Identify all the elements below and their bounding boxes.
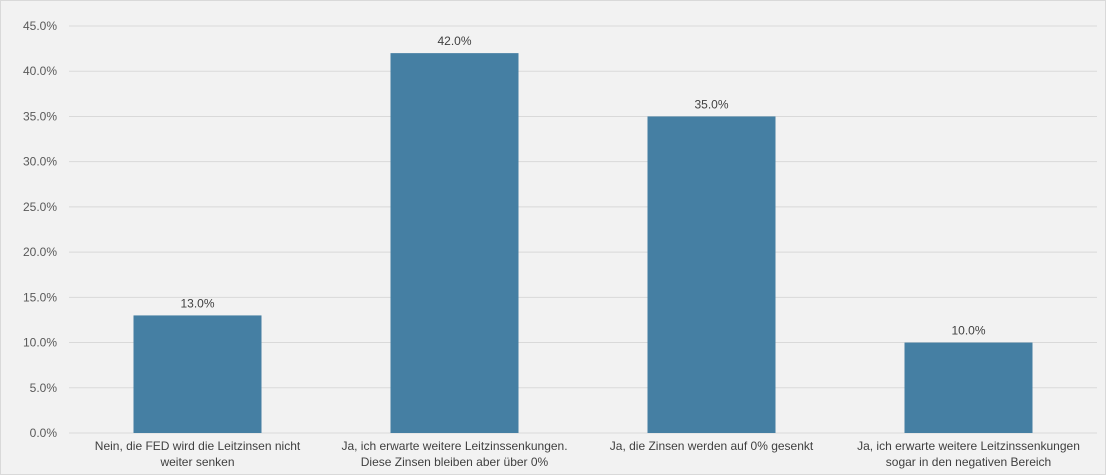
y-tick-label: 0.0% bbox=[30, 426, 58, 440]
x-category-label: Ja, ich erwarte weitere Leitzinssenkunge… bbox=[341, 439, 567, 453]
y-tick-label: 45.0% bbox=[23, 19, 57, 33]
y-tick-label: 20.0% bbox=[23, 245, 57, 259]
bar bbox=[647, 116, 776, 433]
y-tick-label: 40.0% bbox=[23, 64, 57, 78]
y-tick-label: 15.0% bbox=[23, 290, 57, 304]
data-label: 13.0% bbox=[180, 296, 214, 310]
data-label: 35.0% bbox=[694, 97, 728, 111]
x-category-label: weiter senken bbox=[159, 455, 234, 469]
x-category-label: Ja, ich erwarte weitere Leitzinssenkunge… bbox=[857, 439, 1080, 453]
bar bbox=[390, 53, 519, 434]
bar bbox=[904, 342, 1033, 433]
x-category-label: Ja, die Zinsen werden auf 0% gesenkt bbox=[610, 439, 814, 453]
data-label: 42.0% bbox=[437, 34, 471, 48]
x-category-label: Diese Zinsen bleiben aber über 0% bbox=[361, 455, 549, 469]
y-tick-label: 25.0% bbox=[23, 200, 57, 214]
y-tick-label: 30.0% bbox=[23, 155, 57, 169]
bar bbox=[133, 315, 262, 433]
x-category-label: Nein, die FED wird die Leitzinsen nicht bbox=[95, 439, 301, 453]
y-tick-label: 35.0% bbox=[23, 109, 57, 123]
y-tick-label: 10.0% bbox=[23, 336, 57, 350]
x-category-label: sogar in den negativen Bereich bbox=[886, 455, 1051, 469]
y-tick-label: 5.0% bbox=[30, 381, 58, 395]
data-label: 10.0% bbox=[951, 324, 985, 338]
